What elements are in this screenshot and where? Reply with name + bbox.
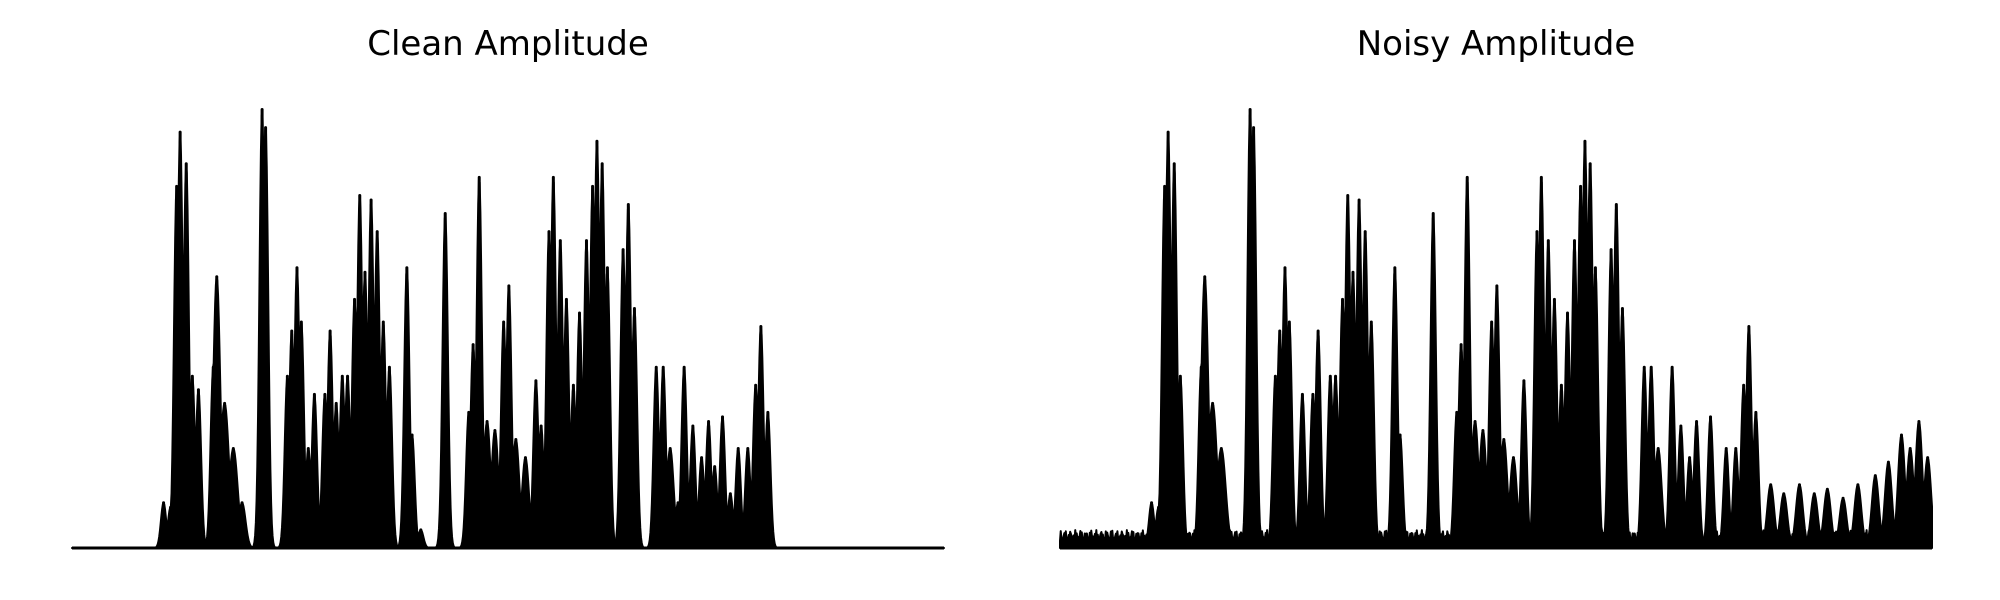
clean-amplitude-plot xyxy=(71,108,945,550)
clean-amplitude-title: Clean Amplitude xyxy=(367,24,649,64)
noisy-amplitude-plot xyxy=(1059,108,1933,550)
noisy-amplitude-title: Noisy Amplitude xyxy=(1356,24,1636,64)
